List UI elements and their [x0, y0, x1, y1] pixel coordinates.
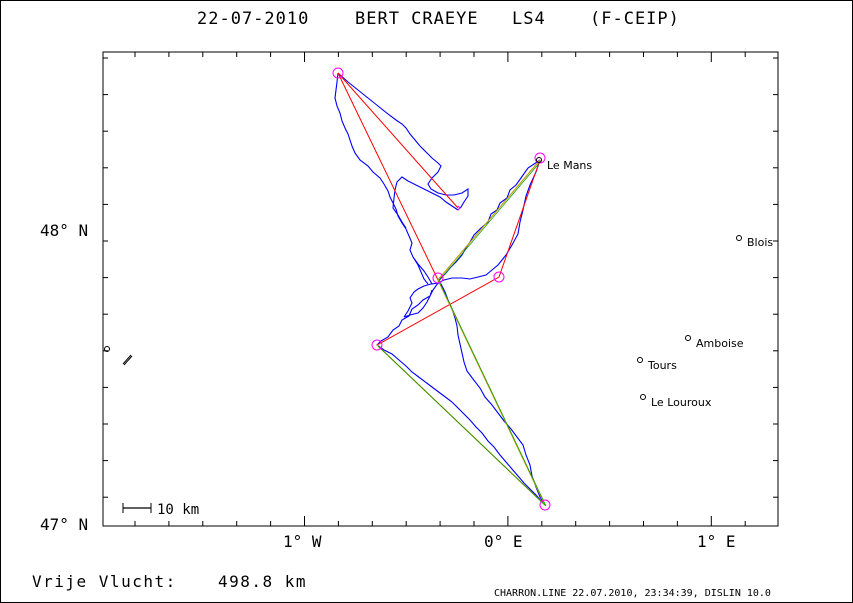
lon-label-1e: 1° E — [697, 532, 736, 551]
pilot-name: BERT CRAEYE — [355, 9, 479, 29]
turnpoint-marker — [432, 272, 444, 284]
gps-track — [334, 72, 546, 506]
distance-label: Vrije Vlucht: — [32, 572, 177, 591]
town-marker — [637, 357, 643, 363]
lat-label-47n: 47° N — [40, 515, 88, 534]
lon-label-1w: 1° W — [283, 532, 322, 551]
town-label-tours: Tours — [647, 359, 677, 372]
turnpoint-marker — [332, 67, 344, 79]
scale-bar: 10 km — [122, 502, 199, 518]
town-label-le-louroux: Le Louroux — [651, 396, 712, 409]
distance-value: 498.8 km — [218, 572, 308, 591]
turnpoint-marker — [371, 339, 383, 351]
turnpoint-marker — [457, 205, 461, 211]
lon-label-0e: 0° E — [484, 532, 523, 551]
turnpoint-marker — [539, 499, 551, 511]
scale-bar-label: 10 km — [157, 502, 199, 518]
island-mark — [104, 346, 110, 352]
optimized-route — [376, 159, 546, 506]
town-marker — [736, 235, 742, 241]
glider-type: LS4 — [512, 9, 546, 29]
optimized-route-green — [377, 160, 547, 507]
town-marker — [536, 157, 542, 163]
town-label-le-mans: Le Mans — [547, 159, 592, 172]
town-label-blois: Blois — [747, 236, 773, 249]
map-border — [102, 51, 779, 527]
turnpoint-marker — [493, 271, 505, 283]
lat-label-48n: 48° N — [40, 221, 88, 240]
towns: Le Mans Blois Amboise Tours Le Louroux — [536, 157, 773, 409]
turnpoints — [332, 67, 551, 511]
town-marker — [640, 394, 646, 400]
credit-line: CHARRON.LINE 22.07.2010, 23:34:39, DISLI… — [494, 588, 771, 599]
town-marker — [685, 335, 691, 341]
axis-ticks — [103, 52, 778, 526]
glider-registration: (F-CEIP) — [590, 9, 680, 29]
turnpoint-marker — [534, 152, 546, 164]
coast-mark — [122, 354, 133, 366]
town-label-amboise: Amboise — [696, 337, 744, 350]
flight-date: 22-07-2010 — [197, 9, 310, 29]
